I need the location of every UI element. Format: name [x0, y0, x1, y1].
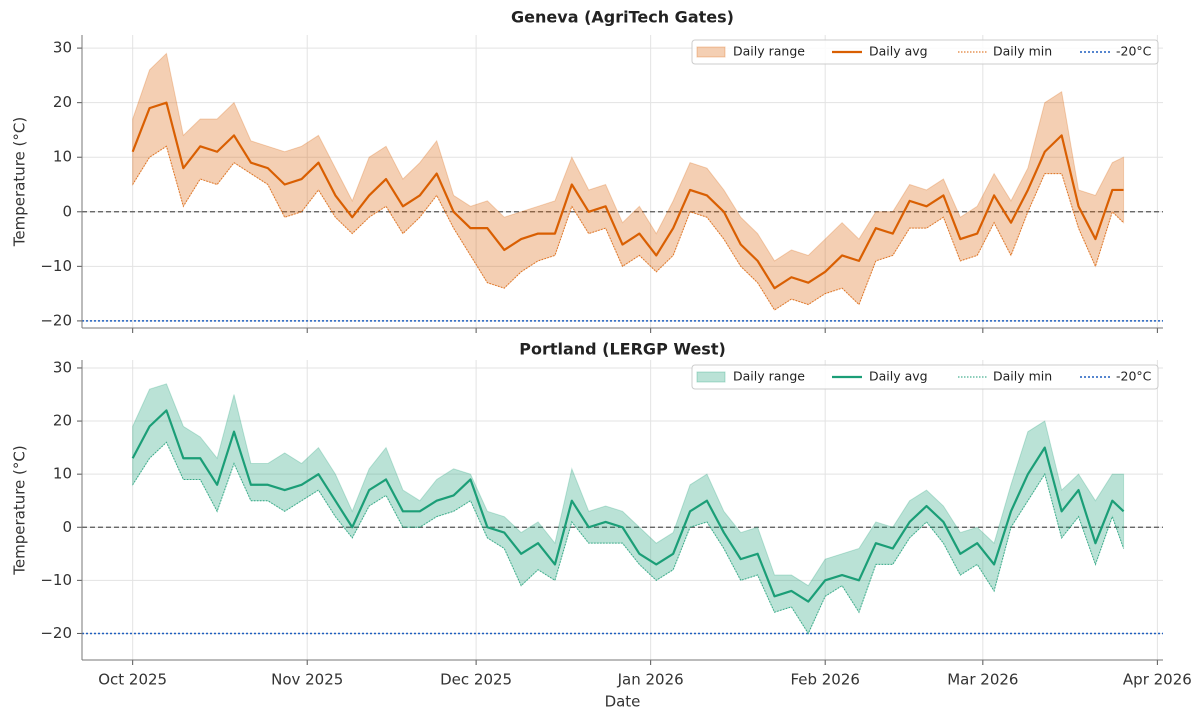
y-tick-label: −20 [40, 311, 72, 329]
legend: Daily range Daily avg Daily min -20°C [691, 39, 1159, 65]
panel-title: Geneva (AgriTech Gates) [511, 8, 734, 27]
x-tick-label: Apr 2026 [1123, 671, 1192, 689]
min-line [132, 145, 1124, 311]
x-tick-label: Mar 2026 [947, 671, 1018, 689]
range-band [132, 52, 1125, 311]
avg-line [131, 409, 1125, 603]
legend-label: Daily min [993, 369, 1052, 384]
legend-swatch [696, 371, 726, 383]
legend-label: -20°C [1116, 44, 1152, 59]
x-tick-label: Jan 2026 [617, 671, 684, 689]
x-tick-label: Feb 2026 [790, 671, 860, 689]
legend-label: Daily avg [869, 44, 928, 59]
legend-label: Daily range [733, 369, 805, 384]
y-tick-label: 0 [62, 518, 72, 536]
avg-line [131, 101, 1124, 290]
legend-label: Daily avg [869, 369, 928, 384]
y-tick-label: −10 [40, 257, 72, 275]
x-tick-label: Nov 2025 [271, 671, 343, 689]
y-tick-label: 30 [53, 39, 72, 57]
legend-swatch [696, 46, 726, 58]
legend-label: -20°C [1116, 369, 1152, 384]
y-tick-label: 20 [53, 412, 72, 430]
y-tick-label: 10 [53, 148, 72, 166]
y-tick-label: 20 [53, 93, 72, 111]
x-tick-label: Dec 2025 [440, 671, 512, 689]
legend-box [691, 364, 1159, 390]
legend-label: Daily min [993, 44, 1052, 59]
legend-label: Daily range [733, 44, 805, 59]
y-axis-label: Temperature (°C) [11, 117, 29, 247]
x-tick-label: Oct 2025 [98, 671, 167, 689]
y-tick-label: 10 [53, 465, 72, 483]
legend: Daily range Daily avg Daily min -20°C [691, 364, 1159, 390]
min-line [132, 441, 1125, 635]
y-tick-label: 30 [53, 358, 72, 376]
y-tick-label: 0 [62, 202, 72, 220]
y-axis-label: Temperature (°C) [11, 445, 29, 575]
y-tick-label: −10 [40, 571, 72, 589]
legend-box [691, 39, 1159, 65]
y-tick-label: −20 [40, 624, 72, 642]
x-axis-label: Date [605, 693, 641, 711]
panel-title: Portland (LERGP West) [519, 340, 726, 359]
